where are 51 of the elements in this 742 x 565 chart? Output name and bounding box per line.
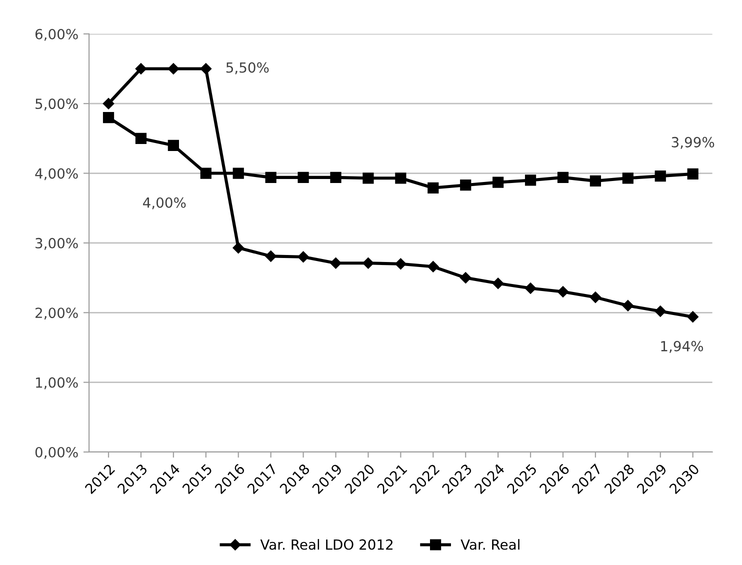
point bbox=[492, 176, 504, 188]
y-tick-label: 2,00% bbox=[36, 308, 78, 320]
point bbox=[330, 258, 342, 269]
y-tick-label: 6,00% bbox=[35, 28, 78, 41]
point bbox=[330, 172, 342, 184]
point bbox=[557, 172, 569, 184]
point bbox=[622, 300, 634, 312]
point bbox=[168, 63, 180, 74]
point bbox=[362, 172, 374, 184]
point bbox=[460, 180, 472, 191]
point bbox=[590, 175, 602, 186]
legend-label: Var. Real LDO 2012 bbox=[260, 539, 392, 550]
point bbox=[232, 242, 244, 254]
y-tick-label: 5,00% bbox=[36, 98, 78, 110]
point bbox=[622, 172, 634, 184]
annotation: 1,94% bbox=[661, 340, 704, 353]
y-tick-label: 3,00% bbox=[36, 238, 78, 250]
point bbox=[590, 292, 602, 303]
point bbox=[428, 261, 439, 272]
y-tick-label: 1,00% bbox=[36, 377, 78, 390]
point bbox=[265, 250, 276, 262]
point bbox=[298, 172, 309, 184]
point bbox=[298, 251, 309, 262]
point bbox=[654, 306, 666, 317]
point bbox=[395, 172, 406, 184]
point bbox=[687, 311, 698, 322]
point bbox=[395, 258, 406, 270]
point bbox=[102, 112, 114, 124]
legend-label: Var. Real bbox=[460, 539, 520, 550]
point bbox=[135, 132, 147, 144]
point bbox=[557, 286, 569, 298]
point bbox=[524, 174, 536, 186]
y-tick-label: 4,00% bbox=[35, 168, 78, 180]
point bbox=[135, 63, 147, 74]
point bbox=[102, 98, 114, 110]
annotation: 5,50% bbox=[226, 62, 269, 74]
point bbox=[460, 272, 472, 284]
point bbox=[428, 182, 439, 194]
y-tick-label: 0,00% bbox=[35, 446, 78, 459]
point bbox=[200, 168, 212, 179]
point bbox=[200, 63, 212, 74]
annotation: 3,99% bbox=[672, 136, 714, 149]
point bbox=[492, 278, 504, 289]
point bbox=[168, 140, 179, 151]
annotation: 4,00% bbox=[143, 197, 186, 210]
point bbox=[654, 170, 666, 182]
point bbox=[362, 258, 374, 269]
point bbox=[232, 168, 244, 179]
point bbox=[687, 168, 698, 180]
point bbox=[524, 282, 536, 294]
point bbox=[265, 172, 276, 184]
